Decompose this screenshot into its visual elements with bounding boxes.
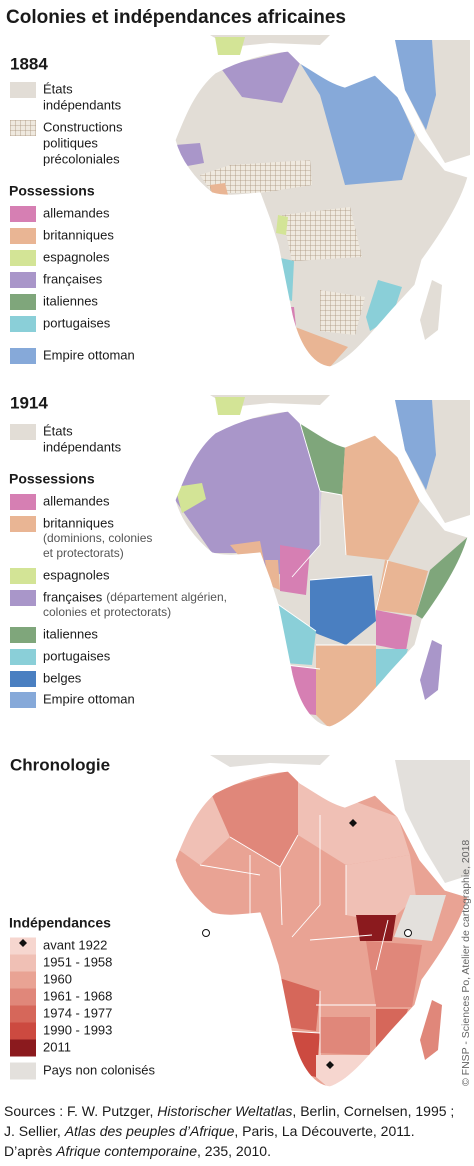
legend-swatch bbox=[10, 954, 36, 972]
legend-label: 1951 - 1958 bbox=[43, 954, 112, 969]
source-part: Sources : F. W. Putzger, bbox=[4, 1103, 157, 1119]
legend-swatch bbox=[10, 424, 36, 440]
legend-swatch bbox=[10, 272, 36, 288]
map-heading: Chronologie bbox=[10, 755, 110, 774]
legend-swatch bbox=[10, 649, 36, 665]
source-title: Atlas des peuples d’Afrique bbox=[64, 1123, 235, 1139]
legend-label: 1974 - 1977 bbox=[43, 1005, 112, 1020]
legend-swatch bbox=[10, 627, 36, 643]
legend-swatch bbox=[10, 494, 36, 510]
legend-label: Pays non colonisés bbox=[43, 1062, 156, 1077]
legend-label: italiennes bbox=[43, 626, 98, 641]
legend-label: belges bbox=[43, 670, 82, 685]
map-chronology bbox=[174, 755, 470, 1088]
legend-label: États bbox=[43, 423, 73, 438]
legend-label: indépendants bbox=[43, 97, 122, 112]
source-title: Historischer Weltatlas bbox=[157, 1103, 292, 1119]
legend-note: colonies et protectorats) bbox=[43, 605, 171, 619]
legend-swatch bbox=[10, 294, 36, 310]
legend-swatch bbox=[10, 228, 36, 244]
marker-circle bbox=[404, 929, 412, 937]
legend-swatch bbox=[10, 120, 36, 136]
legend-label: indépendants bbox=[43, 439, 122, 454]
legend-label: italiennes bbox=[43, 293, 98, 308]
legend-marker bbox=[19, 939, 27, 947]
legend-swatch bbox=[10, 206, 36, 222]
source-part: J. Sellier, bbox=[4, 1123, 65, 1139]
legend-label: espagnoles bbox=[43, 567, 110, 582]
legend-swatch bbox=[10, 516, 36, 532]
legend-swatch bbox=[10, 1039, 36, 1057]
legend-label: précoloniales bbox=[43, 151, 120, 166]
legend-swatch bbox=[10, 250, 36, 266]
source-part: , Berlin, Cornelsen, 1995 ; bbox=[292, 1103, 454, 1119]
legend-label: portugaises bbox=[43, 315, 111, 330]
legend-heading: Indépendances bbox=[9, 915, 111, 931]
legend-label: britanniques bbox=[43, 515, 114, 530]
legend-label: britanniques bbox=[43, 227, 114, 242]
source-title: Afrique contemporaine bbox=[55, 1143, 197, 1159]
legend-heading: Possessions bbox=[9, 183, 95, 199]
legends: 1884ÉtatsindépendantsConstructionspoliti… bbox=[9, 54, 227, 1080]
legend-label: Empire ottoman bbox=[43, 347, 135, 362]
legend-swatch bbox=[10, 1005, 36, 1023]
legend-swatch bbox=[10, 348, 36, 364]
legend-swatch bbox=[10, 82, 36, 98]
marker-diamond bbox=[349, 819, 357, 827]
source-line: Sources : F. W. Putzger, Historischer We… bbox=[4, 1103, 454, 1119]
map-heading: 1914 bbox=[10, 393, 48, 412]
legend-label: États bbox=[43, 81, 73, 96]
map-1884 bbox=[174, 35, 470, 368]
marker-circle bbox=[202, 929, 210, 937]
legend-swatch bbox=[10, 590, 36, 606]
legend-label: Constructions bbox=[43, 119, 123, 134]
legend-note: (dominions, colonies bbox=[43, 531, 152, 545]
legend-swatch bbox=[10, 568, 36, 584]
legend-label: 1961 - 1968 bbox=[43, 988, 112, 1003]
legend-label: avant 1922 bbox=[43, 937, 107, 952]
legend-note: et protectorats) bbox=[43, 546, 124, 560]
marker-diamond bbox=[326, 1061, 334, 1069]
legend-label: espagnoles bbox=[43, 249, 110, 264]
source-part: , 235, 2010. bbox=[197, 1143, 271, 1159]
legend-swatch bbox=[10, 1062, 36, 1080]
legend-swatch bbox=[10, 671, 36, 687]
legend-label: françaises bbox=[43, 271, 103, 286]
legend-label: 2011 bbox=[43, 1039, 71, 1054]
legend-swatch bbox=[10, 316, 36, 332]
legend-label: allemandes bbox=[43, 205, 110, 220]
legend-swatch bbox=[10, 971, 36, 989]
legend-label: 1990 - 1993 bbox=[43, 1022, 112, 1037]
legend-label: politiques bbox=[43, 135, 98, 150]
map-1914 bbox=[174, 395, 470, 728]
legend-label: portugaises bbox=[43, 648, 111, 663]
legend-label: Empire ottoman bbox=[43, 691, 135, 706]
source-part: , Paris, La Découverte, 2011. bbox=[234, 1123, 414, 1139]
legend-note: (département algérien, bbox=[106, 590, 227, 604]
source-line: J. Sellier, Atlas des peuples d’Afrique,… bbox=[4, 1123, 415, 1139]
legend-label: allemandes bbox=[43, 493, 110, 508]
legend-label: françaises bbox=[43, 589, 103, 604]
legend-heading: Possessions bbox=[9, 471, 95, 487]
legend-label: 1960 bbox=[43, 971, 72, 986]
legend-swatch bbox=[10, 692, 36, 708]
legend-swatch bbox=[10, 1022, 36, 1040]
legend-swatch bbox=[10, 988, 36, 1006]
source-part: D’après bbox=[4, 1143, 56, 1159]
title: Colonies et indépendances africaines bbox=[6, 7, 346, 28]
source-line: D’après Afrique contemporaine, 235, 2010… bbox=[4, 1143, 271, 1159]
map-heading: 1884 bbox=[10, 54, 48, 73]
credit: © FNSP - Sciences Po, Atelier de cartogr… bbox=[460, 840, 472, 1086]
